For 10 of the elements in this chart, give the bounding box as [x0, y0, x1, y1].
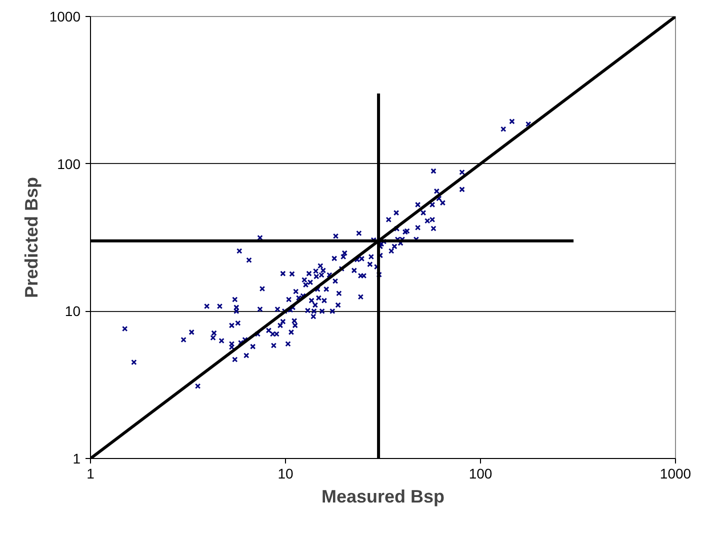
y-tick-label: 1 [72, 450, 81, 466]
y-tick-label: 100 [57, 156, 81, 172]
y-tick-label: 10 [64, 303, 81, 320]
x-tick-label: 10 [278, 466, 294, 482]
x-axis-title: Measured Bsp [321, 486, 445, 506]
x-tick-label: 1 [86, 466, 95, 482]
x-tick-label: 1000 [660, 466, 692, 482]
y-tick-label: 1000 [49, 8, 81, 24]
x-tick-label: 100 [468, 466, 492, 482]
y-axis-title: Predicted Bsp [21, 176, 42, 298]
